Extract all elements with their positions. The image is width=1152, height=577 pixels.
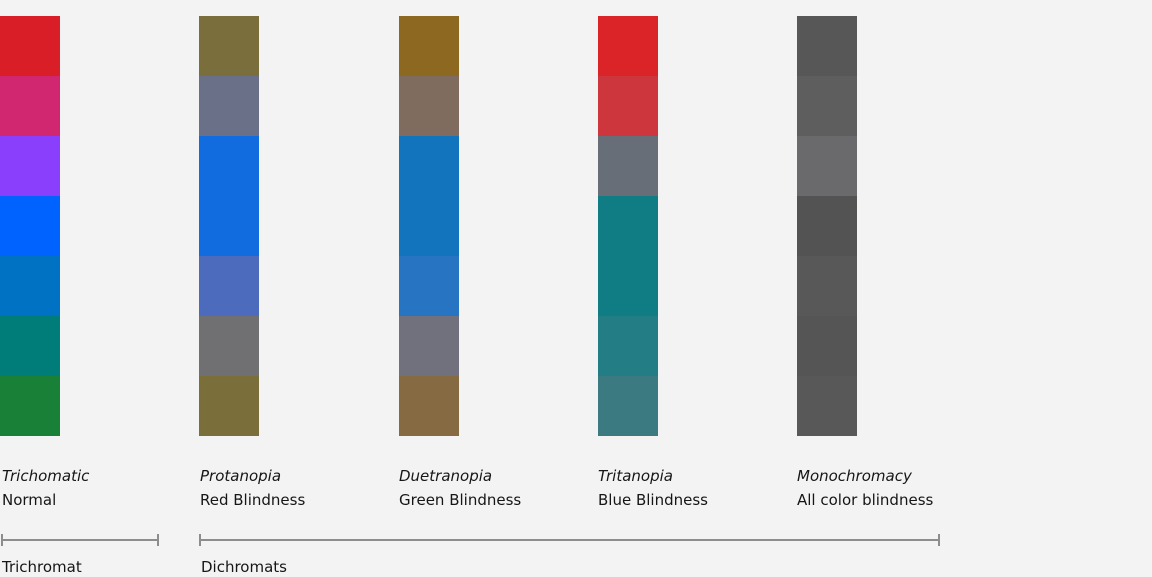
color-swatch — [598, 256, 658, 316]
color-swatch — [199, 376, 259, 436]
color-swatch — [199, 136, 259, 196]
swatch-column-trichomatic — [0, 16, 60, 436]
column-title: Tritanopia — [598, 467, 673, 485]
color-swatch — [0, 316, 60, 376]
column-subtitle: Green Blindness — [399, 491, 522, 509]
color-swatch — [399, 196, 459, 256]
color-swatch — [797, 196, 857, 256]
dichromats-bracket — [199, 534, 940, 546]
column-title: Monochromacy — [797, 467, 912, 485]
column-subtitle: Normal — [2, 491, 57, 509]
color-swatch — [797, 16, 857, 76]
color-swatch — [598, 76, 658, 136]
column-subtitle: All color blindness — [797, 491, 934, 509]
color-swatch — [0, 136, 60, 196]
label-monochromacy: Monochromacy All color blindness — [797, 464, 933, 512]
color-swatch — [399, 16, 459, 76]
swatch-column-monochromacy — [797, 16, 857, 436]
color-swatch — [598, 16, 658, 76]
color-swatch — [199, 316, 259, 376]
color-swatch — [0, 196, 60, 256]
color-swatch — [399, 256, 459, 316]
column-title: Protanopia — [200, 467, 282, 485]
color-swatch — [0, 256, 60, 316]
color-swatch — [199, 16, 259, 76]
color-swatch — [797, 256, 857, 316]
label-protanopia: Protanopia Red Blindness — [200, 464, 305, 512]
column-title: Trichomatic — [2, 467, 90, 485]
color-swatch — [598, 376, 658, 436]
label-trichromatic: Trichomatic Normal — [2, 464, 89, 512]
label-duetranopia: Duetranopia Green Blindness — [399, 464, 521, 512]
color-swatch — [199, 256, 259, 316]
label-tritanopia: Tritanopia Blue Blindness — [598, 464, 708, 512]
color-swatch — [0, 76, 60, 136]
color-swatch — [0, 376, 60, 436]
trichromat-bracket — [1, 534, 159, 546]
color-swatch — [399, 316, 459, 376]
color-swatch — [399, 376, 459, 436]
color-swatch — [797, 376, 857, 436]
color-swatch — [598, 316, 658, 376]
swatch-column-protanopia — [199, 16, 259, 436]
group-label-dichromats: Dichromats — [201, 558, 287, 576]
color-swatch — [0, 16, 60, 76]
swatch-column-tritanopia — [598, 16, 658, 436]
swatch-column-duetranopia — [399, 16, 459, 436]
column-subtitle: Blue Blindness — [598, 491, 708, 509]
color-swatch — [399, 76, 459, 136]
column-title: Duetranopia — [399, 467, 493, 485]
color-swatch — [598, 136, 658, 196]
color-swatch — [199, 76, 259, 136]
column-subtitle: Red Blindness — [200, 491, 306, 509]
color-swatch — [797, 316, 857, 376]
color-swatch — [199, 196, 259, 256]
color-swatch — [797, 136, 857, 196]
color-swatch — [399, 136, 459, 196]
group-label-trichromat: Trichromat — [2, 558, 82, 576]
color-swatch — [797, 76, 857, 136]
color-swatch — [598, 196, 658, 256]
